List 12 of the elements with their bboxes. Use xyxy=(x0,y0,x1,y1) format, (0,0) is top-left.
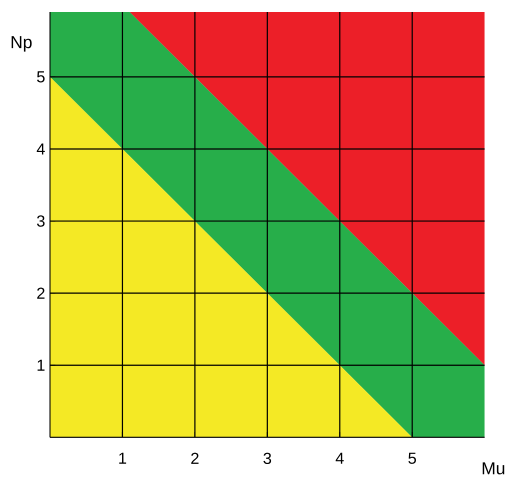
y-tick-label: 5 xyxy=(37,71,45,82)
x-axis-title: Mu xyxy=(482,462,504,474)
y-axis-title: Np xyxy=(12,36,32,52)
y-tick-label: 1 xyxy=(38,360,45,371)
y-tick-label: 2 xyxy=(37,287,44,299)
x-tick-label: 1 xyxy=(119,452,126,464)
x-tick-label: 3 xyxy=(263,452,272,464)
x-tick-label: 5 xyxy=(408,452,416,464)
x-tick-label: 4 xyxy=(336,452,344,464)
y-tick-label: 3 xyxy=(37,215,45,227)
x-tick-label: 2 xyxy=(191,452,199,464)
y-tick-label: 4 xyxy=(36,143,45,154)
